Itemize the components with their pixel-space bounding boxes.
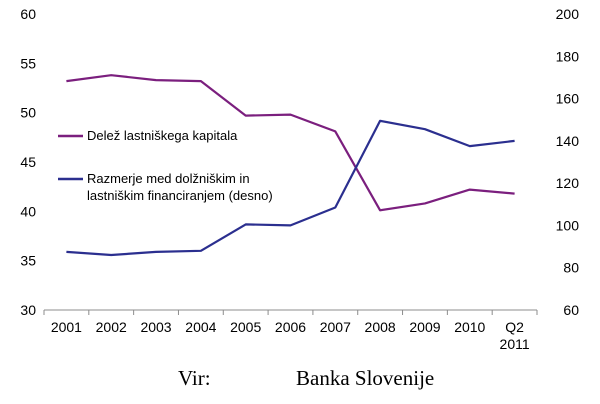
- x-tick-label: 2002: [96, 319, 127, 335]
- series-lines: [66, 74, 515, 257]
- series-line-1: [66, 74, 515, 212]
- x-tick-label: 2005: [230, 319, 261, 335]
- series-line-2: [66, 119, 515, 257]
- right-tick-label: 200: [556, 6, 580, 22]
- x-tick-label: 2004: [185, 319, 216, 335]
- right-tick-label: 140: [556, 133, 580, 149]
- left-tick-label: 40: [20, 203, 36, 219]
- right-tick-label: 180: [556, 48, 580, 64]
- x-tick-label: 2010: [454, 319, 485, 335]
- left-tick-label: 55: [20, 55, 36, 71]
- legend: Delež lastniškega kapitala Razmerje med d…: [58, 128, 273, 203]
- right-axis-ticks: 60 80 100 120 140 160 180 200: [556, 6, 580, 318]
- left-tick-label: 60: [20, 6, 36, 22]
- legend-label-2: Razmerje med dolžniškim in lastniškim fin…: [87, 171, 273, 203]
- x-tick-label: Q2 2011: [500, 319, 530, 352]
- left-tick-label: 35: [20, 253, 36, 269]
- x-tick-label: 2009: [409, 319, 440, 335]
- left-tick-label: 50: [20, 105, 36, 121]
- right-tick-label: 160: [556, 91, 580, 107]
- source-label: Vir:: [178, 366, 211, 390]
- x-tick-label: 2006: [275, 319, 306, 335]
- right-tick-label: 100: [556, 217, 580, 233]
- x-tick-label: 2008: [365, 319, 396, 335]
- left-axis-ticks: 30 35 40 45 50 55 60: [20, 6, 36, 318]
- x-tick-label: 2007: [320, 319, 351, 335]
- x-tick-label: 2001: [51, 319, 82, 335]
- x-axis-ticks: [43, 310, 538, 315]
- right-tick-label: 60: [563, 302, 579, 318]
- right-tick-label: 80: [563, 260, 579, 276]
- right-tick-label: 120: [556, 175, 580, 191]
- legend-label-1: Delež lastniškega kapitala: [87, 128, 238, 143]
- x-tick-label: 2003: [140, 319, 171, 335]
- left-tick-label: 45: [20, 154, 36, 170]
- x-axis-labels: 2001 2002 2003 2004 2005 2006 2007 2008 2009 2010…: [51, 319, 530, 352]
- left-tick-label: 30: [20, 302, 36, 318]
- source-value: Banka Slovenije: [296, 366, 435, 390]
